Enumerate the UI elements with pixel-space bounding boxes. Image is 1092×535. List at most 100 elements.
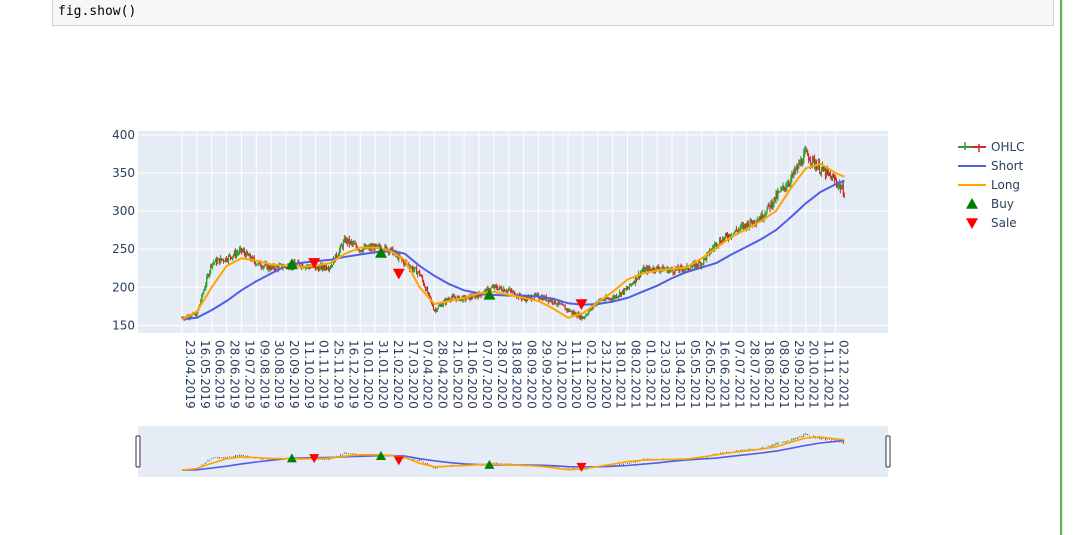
- candle-body: [270, 266, 272, 270]
- candle-body: [404, 261, 406, 265]
- x-tick-label: 25.11.2019: [332, 340, 346, 409]
- candle-body: [584, 316, 586, 318]
- x-tick-label: 30.08.2019: [272, 340, 286, 409]
- code-line: fig.show(): [58, 4, 137, 19]
- candle-body: [803, 154, 805, 164]
- candle-body: [341, 245, 343, 248]
- candle-body: [492, 286, 494, 288]
- candle-body: [263, 265, 265, 267]
- candle-body: [335, 254, 338, 258]
- right-scroll-area[interactable]: [1062, 0, 1092, 535]
- candle-body: [441, 304, 443, 307]
- candle-body: [417, 272, 419, 275]
- candle-body: [694, 262, 696, 268]
- slider-buy-marker: [484, 459, 495, 469]
- candle-body: [212, 262, 214, 266]
- candle-body: [554, 299, 556, 304]
- candle-body: [247, 254, 249, 257]
- legend-item-buy[interactable]: Buy: [966, 197, 1014, 211]
- candle-body: [415, 267, 417, 269]
- candle-body: [816, 167, 819, 170]
- candle-body: [230, 257, 233, 259]
- candle-body: [835, 179, 837, 184]
- candle-body: [793, 169, 795, 176]
- candle-body: [223, 260, 226, 262]
- candle-body: [504, 289, 506, 292]
- candle-body: [410, 267, 412, 269]
- candle-body: [241, 251, 243, 252]
- code-cell-input[interactable]: fig.show(): [52, 0, 1054, 26]
- candle-body: [325, 266, 328, 270]
- range-slider-background: [138, 426, 888, 477]
- candle-body: [463, 296, 465, 298]
- candle-body: [342, 241, 344, 248]
- candle-body: [274, 268, 276, 270]
- candle-body: [239, 247, 242, 250]
- candle-body: [783, 185, 785, 188]
- candle-body: [480, 294, 482, 296]
- candle-body: [630, 283, 633, 285]
- candle-body: [418, 271, 420, 273]
- legend[interactable]: OHLC Short Long Buy Sale: [958, 140, 1025, 230]
- candle-body: [797, 165, 799, 169]
- candle-body: [548, 299, 550, 302]
- candle-body: [196, 312, 198, 317]
- candle-body: [339, 245, 341, 250]
- candle-body: [758, 218, 760, 221]
- candle-body: [565, 308, 567, 310]
- candle-body: [605, 296, 607, 301]
- candle-body: [255, 264, 257, 266]
- candle-body: [486, 288, 488, 294]
- candle-body: [557, 301, 559, 305]
- candle-body: [723, 236, 726, 240]
- candle-body: [254, 261, 256, 265]
- candle-body: [379, 245, 381, 249]
- candle-body: [840, 188, 842, 190]
- candle-body: [316, 266, 318, 270]
- candle-body: [567, 309, 569, 311]
- candle-body: [349, 241, 351, 244]
- candle-body: [323, 267, 326, 269]
- candle-body: [295, 264, 297, 267]
- candle-body: [536, 294, 539, 296]
- candle-body: [561, 304, 563, 306]
- x-tick-label: 28.07.2020: [495, 340, 509, 409]
- main-plot-area[interactable]: [138, 131, 888, 333]
- candle-body: [555, 303, 557, 305]
- candle-body: [226, 260, 229, 262]
- candle-body: [778, 191, 780, 193]
- range-slider-right-handle[interactable]: [885, 435, 891, 468]
- legend-item-sale[interactable]: Sale: [966, 216, 1017, 230]
- candle-body: [832, 175, 835, 177]
- candle-body: [811, 163, 813, 165]
- range-slider-left-handle[interactable]: [135, 435, 141, 468]
- x-tick-label: 07.07.2020: [480, 340, 494, 409]
- x-tick-label: 19.07.2019: [242, 340, 256, 409]
- candle-body: [556, 304, 558, 306]
- candle-body: [620, 292, 623, 296]
- x-tick-label: 21.05.2020: [450, 340, 464, 409]
- candle-body: [215, 259, 217, 263]
- legend-item-short[interactable]: Short: [958, 159, 1023, 173]
- candle-body: [617, 295, 620, 297]
- candle-body: [636, 277, 638, 281]
- candle-body: [377, 245, 379, 246]
- range-slider[interactable]: [135, 426, 891, 477]
- candle-body: [582, 316, 584, 319]
- candle-body: [802, 163, 804, 165]
- candle-body: [673, 272, 675, 274]
- candle-body: [443, 300, 445, 302]
- legend-symbol-triangle-up: [966, 198, 978, 209]
- candle-body: [424, 287, 427, 291]
- x-tick-label: 07.07.2021: [732, 340, 746, 409]
- candle-body: [779, 191, 781, 193]
- x-tick-label: 23.04.2019: [183, 340, 197, 409]
- candle-body: [329, 267, 332, 269]
- legend-item-long[interactable]: Long: [958, 178, 1020, 192]
- candle-body: [276, 265, 278, 267]
- candle-body: [821, 166, 824, 169]
- legend-item-ohlc[interactable]: OHLC: [958, 140, 1025, 154]
- candle-body: [578, 313, 580, 318]
- x-tick-label: 20.10.2020: [554, 340, 568, 409]
- candle-body: [608, 298, 610, 300]
